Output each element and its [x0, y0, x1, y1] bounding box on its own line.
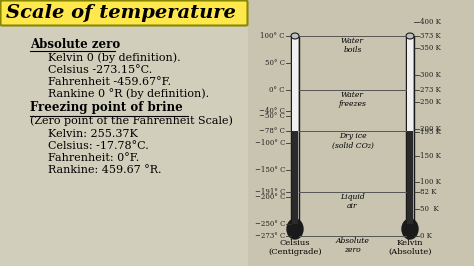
Bar: [292, 36, 298, 224]
Text: −100° C: −100° C: [255, 139, 285, 147]
Bar: [406, 36, 414, 224]
Text: −200° C: −200° C: [255, 193, 285, 201]
Bar: [407, 131, 413, 224]
Text: Celsius -273.15°C.: Celsius -273.15°C.: [48, 65, 152, 75]
Text: 250 K: 250 K: [420, 98, 441, 106]
Text: Scale of temperature: Scale of temperature: [6, 4, 236, 22]
Text: 100 K: 100 K: [420, 178, 441, 186]
Bar: [407, 36, 413, 224]
Text: −191° C: −191° C: [255, 188, 285, 196]
Text: 273 K: 273 K: [420, 86, 441, 94]
Text: 50° C: 50° C: [265, 59, 285, 67]
Text: Rankine 0 °R (by definition).: Rankine 0 °R (by definition).: [48, 89, 209, 99]
Text: Fahrenheit -459.67°F.: Fahrenheit -459.67°F.: [48, 77, 171, 87]
Text: 300 K: 300 K: [420, 71, 441, 79]
Text: 195 K: 195 K: [420, 127, 441, 135]
Text: Celsius: -17.78°C.: Celsius: -17.78°C.: [48, 141, 149, 151]
Bar: [292, 131, 298, 224]
Text: Freezing point of brine: Freezing point of brine: [30, 102, 183, 114]
Text: Absolute
zero: Absolute zero: [336, 237, 369, 254]
Text: −150° C: −150° C: [255, 166, 285, 174]
Text: −78° C: −78° C: [259, 127, 285, 135]
Text: −50° C: −50° C: [259, 113, 285, 120]
Text: Water
boils: Water boils: [341, 37, 364, 54]
Text: Kelvin
(Absolute): Kelvin (Absolute): [388, 239, 432, 256]
Text: 0° C: 0° C: [270, 86, 285, 94]
Text: −250° C: −250° C: [255, 220, 285, 228]
Text: (Zero point of the Fahrenheit Scale): (Zero point of the Fahrenheit Scale): [30, 116, 233, 126]
Text: 82 K: 82 K: [420, 188, 437, 196]
Text: Liquid
air: Liquid air: [340, 193, 365, 210]
FancyBboxPatch shape: [0, 1, 247, 26]
Text: 150 K: 150 K: [420, 152, 441, 160]
Text: Celsius
(Centigrade): Celsius (Centigrade): [268, 239, 322, 256]
Text: 350 K: 350 K: [420, 44, 441, 52]
Text: Rankine: 459.67 °R.: Rankine: 459.67 °R.: [48, 165, 162, 175]
Text: −273° C: −273° C: [255, 232, 285, 240]
Text: 50  K: 50 K: [420, 205, 439, 213]
Text: Kelvin: 255.37K: Kelvin: 255.37K: [48, 129, 138, 139]
Text: 100° C: 100° C: [261, 32, 285, 40]
Ellipse shape: [291, 33, 299, 39]
Text: 400 K: 400 K: [420, 18, 441, 26]
Ellipse shape: [406, 33, 414, 39]
Text: 200 K: 200 K: [420, 125, 441, 133]
Ellipse shape: [287, 219, 303, 239]
Ellipse shape: [402, 219, 418, 239]
Text: −40° C: −40° C: [259, 107, 285, 115]
Text: Dry ice
(solid CO₂): Dry ice (solid CO₂): [331, 132, 374, 150]
Text: Kelvin 0 (by definition).: Kelvin 0 (by definition).: [48, 53, 181, 63]
Text: Absolute zero: Absolute zero: [30, 38, 120, 51]
Bar: [0, 0, 248, 266]
Text: 0 K: 0 K: [420, 232, 432, 240]
Bar: [291, 36, 299, 224]
Text: Water
freezes: Water freezes: [338, 91, 366, 108]
Text: 373 K: 373 K: [420, 32, 441, 40]
Text: Fahrenheit: 0°F.: Fahrenheit: 0°F.: [48, 153, 139, 163]
